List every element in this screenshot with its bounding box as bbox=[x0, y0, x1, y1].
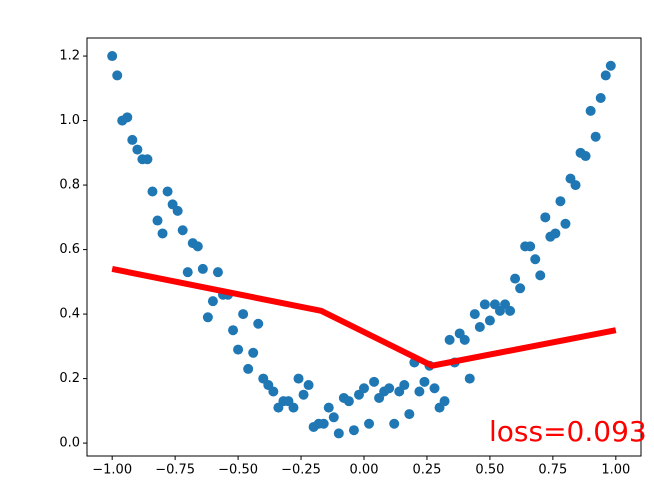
scatter-point bbox=[157, 228, 168, 239]
scatter-point bbox=[550, 228, 561, 239]
scatter-point bbox=[197, 263, 208, 274]
fit-line bbox=[111, 265, 617, 369]
scatter-point bbox=[207, 296, 218, 307]
scatter-point bbox=[419, 376, 430, 387]
scatter-point bbox=[484, 315, 495, 326]
scatter-point bbox=[303, 380, 314, 391]
x-tick-label: 0.00 bbox=[350, 463, 379, 478]
scatter-point bbox=[132, 144, 143, 155]
scatter-point bbox=[268, 386, 279, 397]
scatter-point bbox=[369, 376, 380, 387]
plot-area bbox=[87, 38, 641, 456]
scatter-point bbox=[600, 70, 611, 81]
scatter-point bbox=[359, 383, 369, 394]
scatter-point bbox=[399, 380, 410, 391]
scatter-point bbox=[127, 134, 138, 145]
scatter-point bbox=[248, 347, 259, 358]
scatter-point bbox=[429, 383, 440, 394]
scatter-point bbox=[505, 305, 516, 316]
x-tick-label: 1.00 bbox=[601, 463, 630, 478]
scatter-point bbox=[510, 273, 521, 284]
scatter-point bbox=[384, 383, 395, 394]
scatter-point bbox=[404, 409, 415, 420]
scatter-point bbox=[323, 402, 334, 413]
scatter-point bbox=[233, 344, 244, 355]
scatter-point bbox=[107, 51, 118, 62]
scatter-point bbox=[364, 418, 375, 429]
x-tick-label: 0.50 bbox=[475, 463, 504, 478]
scatter-point bbox=[152, 215, 163, 226]
scatter-point bbox=[298, 389, 309, 400]
scatter-point bbox=[228, 325, 239, 336]
scatter-point bbox=[444, 334, 455, 345]
scatter-point bbox=[525, 241, 536, 252]
scatter-point bbox=[459, 334, 470, 345]
scatter-point bbox=[212, 267, 223, 278]
axes-frame bbox=[86, 37, 642, 457]
scatter-point bbox=[414, 386, 425, 397]
x-tick-label: −1.00 bbox=[92, 463, 132, 478]
scatter-point bbox=[112, 70, 123, 81]
scatter-point bbox=[202, 312, 213, 323]
scatter-point bbox=[555, 196, 566, 207]
scatter-point bbox=[162, 186, 173, 197]
scatter-point bbox=[389, 418, 400, 429]
scatter-point bbox=[515, 283, 526, 294]
scatter-point bbox=[182, 267, 193, 278]
y-tick-label: 1.2 bbox=[59, 49, 80, 64]
scatter-point bbox=[530, 254, 541, 265]
scatter-point bbox=[605, 60, 616, 71]
scatter-point bbox=[535, 270, 546, 281]
scatter-point bbox=[469, 309, 480, 320]
scatter-point bbox=[540, 212, 551, 223]
scatter-point bbox=[238, 309, 249, 320]
scatter-point bbox=[147, 186, 158, 197]
scatter-point bbox=[253, 318, 264, 329]
y-tick-label: 1.0 bbox=[59, 113, 80, 128]
scatter-point bbox=[328, 412, 339, 423]
scatter-point bbox=[348, 425, 359, 436]
scatter-point bbox=[580, 151, 591, 162]
x-tick-label: 0.25 bbox=[412, 463, 441, 478]
y-tick-label: 0.6 bbox=[59, 242, 80, 257]
y-tick-label: 0.8 bbox=[59, 178, 80, 193]
scatter-point bbox=[479, 299, 490, 310]
scatter-point bbox=[595, 92, 606, 103]
scatter-point bbox=[585, 105, 596, 116]
scatter-point bbox=[122, 112, 133, 123]
x-tick-label: 0.75 bbox=[538, 463, 567, 478]
scatter-point bbox=[243, 363, 254, 374]
scatter-point bbox=[439, 396, 450, 407]
scatter-point bbox=[474, 321, 485, 332]
scatter-point bbox=[590, 131, 601, 142]
scatter-point bbox=[192, 241, 203, 252]
scatter-point bbox=[318, 418, 329, 429]
scatter-point bbox=[288, 402, 299, 413]
x-tick-label: −0.75 bbox=[155, 463, 195, 478]
scatter-point bbox=[570, 180, 581, 191]
y-tick-label: 0.2 bbox=[59, 371, 80, 386]
scatter-point bbox=[560, 218, 571, 229]
x-tick-label: −0.25 bbox=[281, 463, 321, 478]
scatter-point bbox=[172, 205, 183, 216]
annotation: loss=0.093 bbox=[489, 415, 647, 448]
y-tick-label: 0.4 bbox=[59, 307, 80, 322]
scatter-point bbox=[293, 373, 304, 384]
scatter-point bbox=[464, 373, 475, 384]
y-tick-label: 0.0 bbox=[59, 436, 80, 451]
scatter-point bbox=[177, 225, 188, 236]
scatter-point bbox=[333, 428, 344, 439]
scatter-point bbox=[343, 396, 354, 407]
x-tick-label: −0.50 bbox=[218, 463, 258, 478]
scatter-point bbox=[142, 154, 153, 165]
